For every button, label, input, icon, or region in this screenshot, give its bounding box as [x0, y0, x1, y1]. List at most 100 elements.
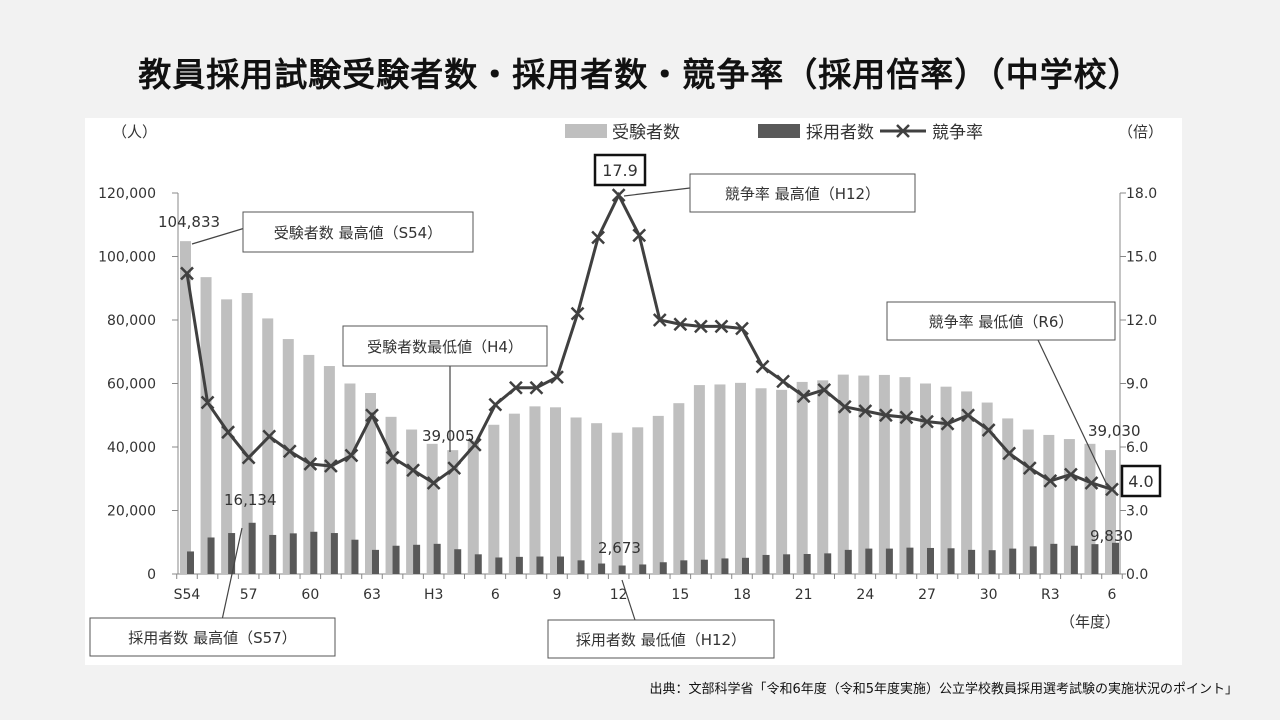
- ratio-marker: [282, 444, 297, 459]
- ratio-marker: [180, 266, 194, 281]
- hired-bar: [803, 553, 811, 574]
- applicants-bar: [940, 386, 952, 574]
- hired-bar: [228, 533, 236, 574]
- hired-bar: [639, 564, 647, 574]
- applicants-bar: [1022, 429, 1034, 574]
- applicants-bar: [262, 318, 274, 574]
- ratio-marker: [570, 306, 585, 321]
- applicants-bar: [323, 366, 335, 574]
- applicants-bar: [508, 413, 520, 574]
- hired-bar: [330, 533, 338, 574]
- right-tick-label: 12.0: [1126, 313, 1157, 329]
- hired-bar: [413, 544, 421, 574]
- ratio-marker: [406, 463, 420, 478]
- ratio-marker: [385, 450, 400, 465]
- legend-ratio-marker: [896, 124, 910, 138]
- hired-bar: [865, 548, 873, 574]
- applicants-bar: [735, 382, 746, 574]
- ratio-marker: [365, 408, 379, 423]
- applicants-bar: [920, 383, 931, 574]
- hired-bar: [721, 558, 729, 574]
- x-tick-label: 24: [856, 587, 874, 603]
- ratio-max-label: 競争率 最高値（H12）: [725, 185, 880, 203]
- x-tick-label: 12: [610, 587, 628, 603]
- applicants-bar: [673, 403, 685, 574]
- applicants-bar: [1063, 439, 1075, 574]
- left-tick-label: 60,000: [107, 377, 156, 393]
- hired-bar: [700, 559, 708, 574]
- hired-bar: [680, 560, 688, 574]
- x-tick-label: 27: [918, 587, 936, 603]
- ratio-marker: [509, 380, 523, 395]
- applicants-bar: [817, 380, 829, 574]
- ratio-min-label-box: [886, 301, 1116, 341]
- hired-bar: [433, 543, 441, 574]
- hired-bar: [742, 557, 749, 574]
- applicants-min-label-box: [342, 325, 548, 367]
- applicants-bar: [776, 389, 788, 574]
- right-tick-label: 0.0: [1126, 567, 1148, 583]
- ratio-marker: [200, 395, 215, 410]
- applicants-bar: [467, 440, 479, 574]
- hired-bar: [947, 548, 955, 574]
- ratio-marker: [1084, 476, 1099, 490]
- ratio-marker: [1043, 473, 1058, 488]
- left-axis-unit: （人）: [112, 123, 157, 141]
- hired-bar: [762, 554, 770, 574]
- applicants-bar: [632, 427, 644, 574]
- x-tick-label: 18: [733, 587, 751, 603]
- x-axis-unit: （年度）: [1060, 613, 1120, 631]
- left-tick-label: 120,000: [98, 186, 156, 202]
- ratio-marker: [324, 459, 338, 473]
- applicants-bar: [837, 374, 849, 574]
- hired-bar: [598, 563, 606, 574]
- left-tick-label: 80,000: [107, 313, 156, 329]
- applicants-max-label: 受験者数 最高値（S54）: [274, 224, 442, 242]
- legend-ratio: 競争率: [932, 123, 983, 143]
- ratio-marker: [611, 188, 626, 203]
- applicants-bar: [529, 406, 541, 574]
- hired-bar: [988, 550, 996, 574]
- ratio-marker: [488, 397, 503, 412]
- applicants-min-value: 39,005: [422, 427, 475, 445]
- right-tick-label: 9.0: [1126, 377, 1148, 393]
- hired-bar: [618, 565, 626, 574]
- source-note: 出典：文部科学省「令和6年度（令和5年度実施）公立学校教員採用選考試験の実施状況…: [649, 682, 1238, 697]
- hired-bar: [454, 549, 462, 574]
- ratio-marker: [426, 476, 441, 490]
- hired-bar: [187, 551, 194, 574]
- ratio-marker: [591, 230, 605, 245]
- hired-bar: [557, 556, 564, 574]
- hired-bar: [372, 549, 379, 574]
- ratio-marker: [1105, 482, 1119, 497]
- hired-bar: [783, 554, 791, 574]
- applicants-bar: [714, 384, 726, 574]
- hired-bar: [844, 549, 852, 574]
- ratio-marker: [694, 319, 708, 334]
- ratio-line: [185, 191, 1113, 491]
- hired-bar: [474, 554, 482, 574]
- ratio-marker: [879, 408, 893, 423]
- hired-bar: [1029, 546, 1037, 574]
- applicants-bar: [406, 429, 418, 574]
- x-tick-label: 21: [795, 587, 813, 603]
- applicants-bar: [591, 423, 603, 574]
- ratio-min-value: 4.0: [1128, 472, 1153, 491]
- hired-last-value: 9,830: [1090, 527, 1133, 545]
- ratio-marker: [899, 410, 914, 425]
- hired-bar: [351, 539, 359, 574]
- applicants-max-label-box: [242, 211, 474, 253]
- x-tick-label: 30: [980, 587, 998, 603]
- applicants-bar: [550, 407, 561, 574]
- ratio-min-value-box: [1120, 464, 1162, 498]
- ratio-marker: [241, 450, 256, 465]
- ratio-marker: [344, 448, 359, 463]
- applicants-bar: [1084, 443, 1096, 574]
- hired-bar: [824, 553, 832, 574]
- right-tick-label: 3.0: [1126, 504, 1148, 520]
- ratio-marker: [817, 382, 832, 397]
- hired-bar: [577, 560, 585, 574]
- ratio-marker: [447, 461, 462, 476]
- hired-bar: [289, 533, 297, 574]
